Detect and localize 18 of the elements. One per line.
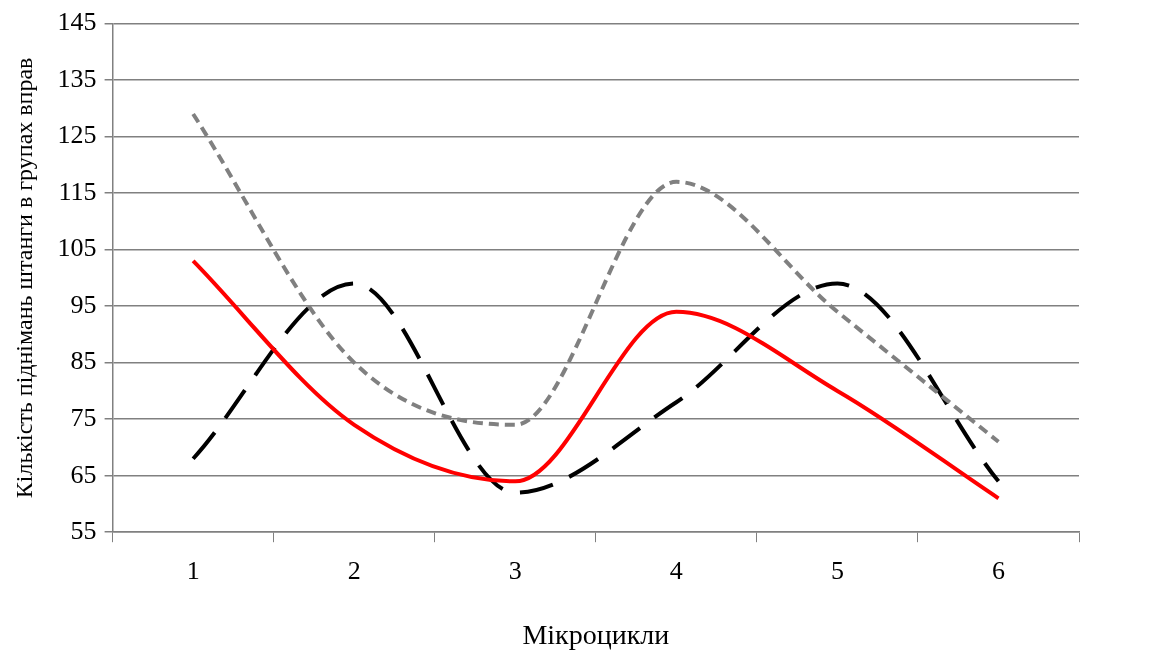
x-axis-title: Мікроцикли <box>522 618 670 650</box>
x-tick-label: 3 <box>508 555 522 585</box>
y-tick-label: 115 <box>58 176 97 206</box>
x-tick-label: 5 <box>830 555 844 585</box>
y-tick-label: 95 <box>70 289 97 319</box>
x-tick-label: 1 <box>186 555 200 585</box>
y-tick-label: 55 <box>70 516 97 546</box>
y-tick-label: 75 <box>70 403 97 433</box>
y-axis-title: Кількість піднімань штанги в групах вправ <box>11 57 38 499</box>
y-tick-label: 85 <box>70 346 97 376</box>
y-tick-label: 65 <box>70 459 97 489</box>
y-tick-label: 135 <box>57 63 97 93</box>
y-tick-label: 125 <box>57 120 97 150</box>
x-tick-label: 4 <box>669 555 683 585</box>
x-tick-label: 2 <box>347 555 361 585</box>
y-tick-label: 105 <box>57 233 97 263</box>
y-tick-label: 145 <box>57 7 97 37</box>
x-tick-label: 6 <box>991 555 1005 585</box>
